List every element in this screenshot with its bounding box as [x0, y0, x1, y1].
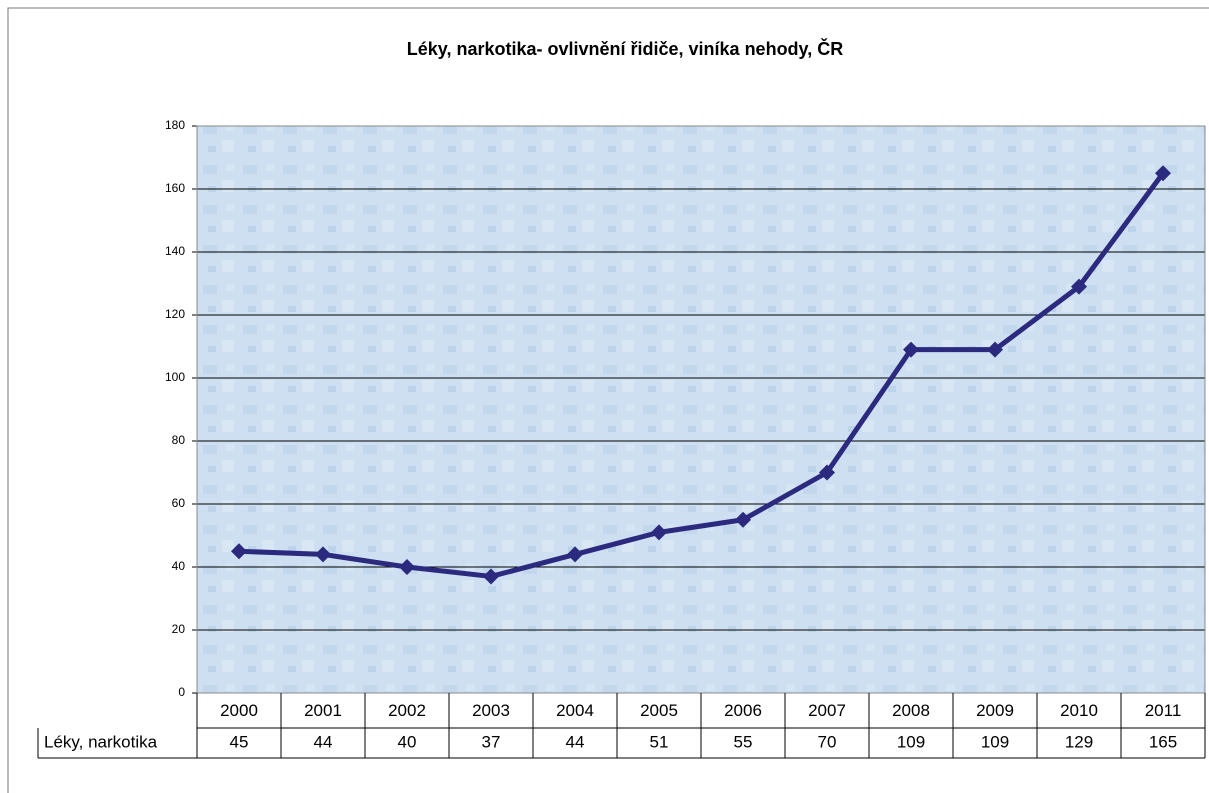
- line-series: [238, 171, 1166, 579]
- marker: [819, 464, 835, 481]
- marker: [651, 524, 667, 541]
- table-value: 45: [230, 732, 249, 751]
- y-tick-label: 0: [178, 685, 185, 699]
- x-tick-label: 2011: [1145, 701, 1182, 720]
- legend-label: Léky, narkotika: [44, 732, 158, 751]
- marker: [315, 546, 331, 563]
- table-value: 109: [897, 732, 925, 751]
- y-tick-label: 20: [172, 622, 186, 636]
- table-value: 70: [818, 732, 837, 751]
- marker: [735, 511, 751, 528]
- table-value: 40: [398, 732, 417, 751]
- y-tick-label: 100: [165, 370, 185, 384]
- chart-title: Léky, narkotika- ovlivnění řidiče, viník…: [407, 38, 843, 59]
- x-tick-label: 2002: [388, 701, 426, 720]
- x-tick-label: 2000: [220, 701, 258, 720]
- table-value: 44: [566, 732, 585, 751]
- x-tick-label: 2008: [892, 701, 930, 720]
- plot-area: [197, 126, 1205, 693]
- y-tick-label: 120: [165, 307, 185, 321]
- y-tick-label: 140: [165, 244, 185, 258]
- marker: [567, 546, 583, 563]
- x-tick-label: 2005: [640, 701, 678, 720]
- marker: [987, 341, 1003, 358]
- marker: [231, 543, 247, 560]
- x-tick-label: 2006: [724, 701, 762, 720]
- marker: [399, 559, 415, 575]
- y-tick-label: 160: [165, 181, 185, 195]
- table-value: 165: [1149, 732, 1177, 751]
- table-value: 129: [1065, 732, 1093, 751]
- marker: [903, 341, 919, 358]
- x-tick-label: 2001: [304, 701, 342, 720]
- y-tick-label: 180: [165, 118, 185, 132]
- marker: [1071, 278, 1087, 295]
- table-value: 44: [314, 732, 333, 751]
- y-tick-label: 60: [172, 496, 186, 510]
- x-tick-label: 2009: [976, 701, 1014, 720]
- chart-border: [7, 7, 1209, 793]
- table-value: 109: [981, 732, 1009, 751]
- x-tick-label: 2003: [472, 701, 510, 720]
- table-value: 51: [650, 732, 669, 751]
- x-tick-label: 2007: [808, 701, 846, 720]
- marker: [483, 568, 499, 585]
- x-tick-label: 2010: [1060, 701, 1098, 720]
- y-tick-label: 40: [172, 559, 186, 573]
- x-tick-label: 2004: [556, 701, 594, 720]
- table-value: 37: [482, 732, 501, 751]
- y-tick-label: 80: [172, 433, 186, 447]
- table-value: 55: [734, 732, 753, 751]
- marker: [1155, 165, 1171, 182]
